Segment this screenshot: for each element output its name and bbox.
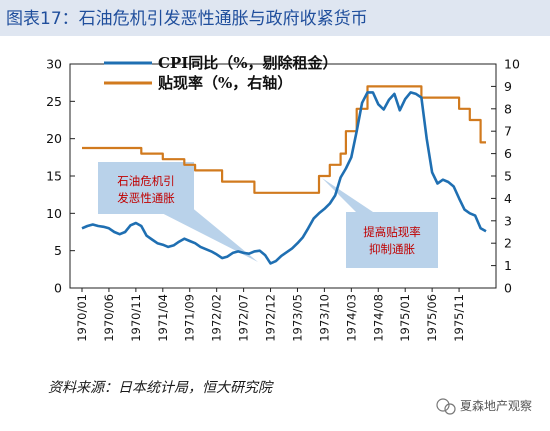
title-bar	[0, 0, 550, 36]
right-tick-label: 7	[504, 124, 512, 139]
oil-crisis-line-1: 石油危机引	[117, 174, 175, 188]
x-tick-label: 1972/07	[237, 294, 251, 342]
x-tick-label: 1975/06	[425, 294, 439, 342]
x-tick-label: 1970/11	[129, 294, 143, 342]
left-tick-label: 10	[46, 206, 62, 221]
right-tick-label: 8	[504, 101, 512, 116]
left-tick-label: 5	[54, 243, 62, 258]
x-tick-label: 1971/09	[183, 294, 197, 342]
x-tick-label: 1972/02	[210, 294, 224, 342]
x-axis: 1970/01 1970/06 1970/11 1971/04 1971/09 1972/…	[75, 288, 466, 342]
series-line-discount-rate	[82, 85, 486, 194]
x-tick-label: 1974/03	[344, 294, 358, 342]
legend-label-cpi: CPI同比（%，剔除租金）	[158, 54, 338, 72]
right-tick-label: 5	[504, 169, 512, 184]
right-tick-label: 2	[504, 236, 512, 251]
source-note: 资料来源：日本统计局，恒大研究院	[48, 380, 274, 396]
watermark-text: 夏森地产观察	[460, 398, 532, 413]
x-tick-label: 1970/01	[75, 294, 89, 342]
watermark: 夏森地产观察	[436, 398, 532, 415]
left-tick-label: 30	[46, 57, 62, 72]
legend-label-discount-rate: 贴现率（%，右轴）	[158, 74, 292, 92]
wechat-icon	[436, 398, 450, 412]
x-tick-label: 1970/06	[102, 294, 116, 342]
x-tick-label: 1973/10	[317, 294, 331, 342]
right-tick-label: 0	[504, 281, 512, 296]
x-tick-label: 1975/01	[398, 294, 412, 342]
left-axis: 0 5 10 15 20 25 30	[46, 57, 75, 296]
oil-crisis-callout-box	[98, 162, 194, 214]
oil-crisis-line-2: 发恶性通胀	[117, 191, 175, 205]
x-tick-label: 1971/04	[156, 294, 170, 342]
right-tick-label: 9	[504, 79, 512, 94]
chart-title: 图表17：石油危机引发恶性通胀与政府收紧货币	[6, 9, 368, 29]
series-line-cpi	[81, 91, 487, 265]
right-tick-label: 6	[504, 146, 512, 161]
left-tick-label: 20	[46, 131, 62, 146]
right-tick-label: 4	[504, 191, 512, 206]
oil-crisis-callout-pointer	[148, 206, 258, 262]
right-tick-label: 1	[504, 258, 512, 273]
right-tick-label: 10	[504, 57, 520, 72]
rate-hike-callout-box	[346, 212, 438, 268]
left-tick-label: 0	[54, 281, 62, 296]
rate-hike-line-2: 抑制通胀	[369, 242, 415, 256]
right-tick-label: 3	[504, 213, 512, 228]
legend: CPI同比（%，剔除租金） 贴现率（%，右轴）	[104, 54, 338, 92]
left-tick-label: 25	[46, 94, 62, 109]
wechat-icon-bubble	[444, 403, 456, 415]
x-tick-label: 1974/08	[371, 294, 385, 342]
oil-crisis-callout: 石油危机引 发恶性通胀	[98, 162, 258, 262]
right-axis: 0 1 2 3 4 5 6 7 8 9 10	[491, 57, 520, 296]
rate-hike-callout: 提高贴现率 抑制通胀	[322, 178, 438, 268]
x-tick-label: 1975/11	[452, 294, 466, 342]
left-tick-label: 15	[46, 169, 62, 184]
x-tick-label: 1973/05	[290, 294, 304, 342]
x-tick-label: 1972/12	[264, 294, 278, 342]
rate-hike-line-1: 提高贴现率	[363, 225, 421, 239]
